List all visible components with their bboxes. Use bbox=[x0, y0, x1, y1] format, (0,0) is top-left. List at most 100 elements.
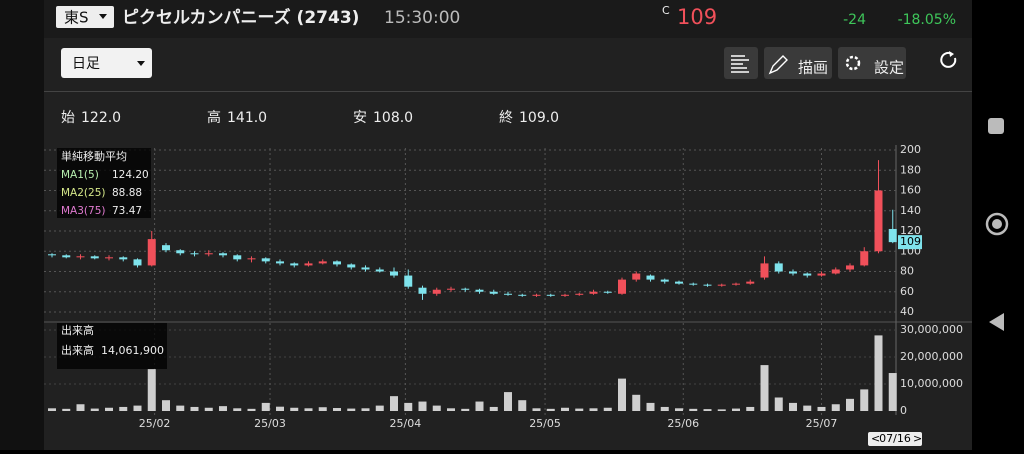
ma-value: 73.47 bbox=[112, 205, 142, 217]
volume-legend-box bbox=[57, 323, 167, 369]
indicator-icon bbox=[731, 55, 749, 73]
ma-legend-title: 単純移動平均 bbox=[61, 149, 127, 163]
ohlc-label: 高 bbox=[207, 109, 221, 126]
candle-body bbox=[703, 284, 712, 286]
ohlc-value: 109.0 bbox=[519, 110, 559, 126]
ma-legend-box bbox=[57, 148, 151, 218]
price-flag: C bbox=[662, 4, 670, 17]
volume-bar bbox=[575, 408, 584, 411]
volume-bar bbox=[546, 408, 555, 411]
volume-bar bbox=[375, 405, 384, 411]
volume-bar bbox=[176, 405, 185, 411]
volume-tick-label: 10,000,000 bbox=[900, 377, 963, 390]
draw-label[interactable]: 描画 bbox=[798, 59, 828, 77]
cursor-date: 07/16 bbox=[879, 432, 911, 445]
volume-bar bbox=[874, 335, 883, 411]
candle-body bbox=[276, 261, 284, 264]
volume-bar bbox=[618, 378, 626, 411]
dropdown-arrow bbox=[99, 14, 107, 19]
candle-body bbox=[489, 291, 498, 294]
candle-body bbox=[190, 253, 199, 255]
candle-body bbox=[689, 283, 698, 285]
nav-home[interactable] bbox=[985, 212, 1009, 236]
change-pct: -18.05% bbox=[898, 12, 956, 28]
volume-bar bbox=[233, 408, 242, 411]
ohlc-label: 終 bbox=[499, 110, 513, 126]
ohlc-value: 141.0 bbox=[227, 110, 267, 126]
volume-bar bbox=[90, 408, 99, 411]
volume-bar bbox=[475, 401, 484, 411]
volume-bar bbox=[333, 408, 341, 411]
candle-body bbox=[760, 263, 769, 278]
volume-bar bbox=[105, 407, 113, 411]
period-select[interactable]: 日足 bbox=[61, 48, 152, 78]
volume-bar bbox=[404, 402, 413, 411]
volume-tick-label: 0 bbox=[900, 404, 907, 417]
volume-bar bbox=[817, 406, 826, 411]
cursor-arrow: > bbox=[913, 432, 922, 445]
dropdown-arrow bbox=[137, 61, 145, 66]
candle-body bbox=[347, 264, 356, 268]
ma-value: 124.20 bbox=[112, 169, 149, 181]
settings-label[interactable]: 設定 bbox=[874, 59, 904, 77]
settings-button[interactable] bbox=[838, 47, 906, 79]
draw-button[interactable] bbox=[764, 47, 832, 79]
gear-icon bbox=[845, 55, 861, 71]
period[interactable]: 日足 bbox=[72, 56, 100, 72]
ohlc-row: 始 122.0 高 141.0 安 108.0 終 109.0 bbox=[61, 109, 559, 126]
candle-body bbox=[589, 291, 598, 294]
legends: 単純移動平均 MA1(5) 124.20 MA2(25) 88.88 MA3(75) 73.… bbox=[57, 148, 167, 369]
indicator-button[interactable] bbox=[724, 47, 758, 79]
volume-bar bbox=[589, 408, 598, 411]
volume-bar bbox=[504, 392, 512, 411]
candle-body bbox=[432, 289, 441, 294]
volume-bar bbox=[760, 365, 769, 411]
candle-body bbox=[219, 253, 227, 256]
candle-body bbox=[803, 273, 812, 276]
volume-bar bbox=[432, 405, 441, 411]
volume-bar bbox=[489, 406, 498, 411]
refresh-icon[interactable] bbox=[940, 51, 957, 68]
candle-body bbox=[618, 279, 626, 294]
volume-bar bbox=[390, 396, 398, 411]
volume-bar bbox=[675, 408, 683, 411]
candle-body bbox=[475, 289, 484, 292]
market[interactable]: 東S bbox=[64, 9, 89, 27]
nav-home-dot bbox=[992, 219, 1002, 229]
candle-body bbox=[204, 253, 213, 255]
volume-bar bbox=[561, 407, 569, 411]
volume-bar bbox=[147, 369, 156, 411]
cursor-arrow: < bbox=[871, 432, 880, 445]
candle-body bbox=[717, 284, 726, 286]
volume-bar bbox=[532, 408, 541, 411]
candle-body bbox=[261, 258, 270, 262]
candle-body bbox=[774, 263, 783, 272]
plot: 406080100120140160180200010,000,00020,00… bbox=[44, 143, 972, 446]
candle-body bbox=[532, 294, 541, 296]
period-box[interactable] bbox=[61, 48, 152, 78]
stock-name: ピクセルカンパニーズ (2743) bbox=[122, 7, 359, 28]
market-box[interactable] bbox=[56, 6, 114, 28]
candle-body bbox=[546, 294, 555, 296]
candle-body bbox=[133, 259, 142, 266]
ma-name: MA1(5) bbox=[61, 169, 99, 181]
volume-bar bbox=[119, 406, 128, 411]
candle-body bbox=[390, 271, 398, 276]
volume-bar bbox=[603, 407, 612, 411]
pen-icon bbox=[768, 55, 788, 75]
candle-body bbox=[646, 275, 655, 280]
candle-body bbox=[831, 269, 840, 274]
volume-bar bbox=[831, 404, 840, 411]
candle-body bbox=[233, 255, 242, 260]
candle-body bbox=[461, 288, 470, 290]
candle-body bbox=[162, 245, 170, 251]
y-tick-label: 40 bbox=[900, 305, 914, 318]
ohlc-label: 安 bbox=[353, 110, 367, 126]
nav-back[interactable] bbox=[989, 313, 1004, 331]
volume-bar bbox=[204, 407, 213, 411]
market-select[interactable]: 東S bbox=[56, 6, 114, 28]
y-tick-label: 160 bbox=[900, 184, 921, 197]
nav-recent[interactable] bbox=[988, 118, 1004, 134]
volume-bar bbox=[347, 408, 356, 411]
